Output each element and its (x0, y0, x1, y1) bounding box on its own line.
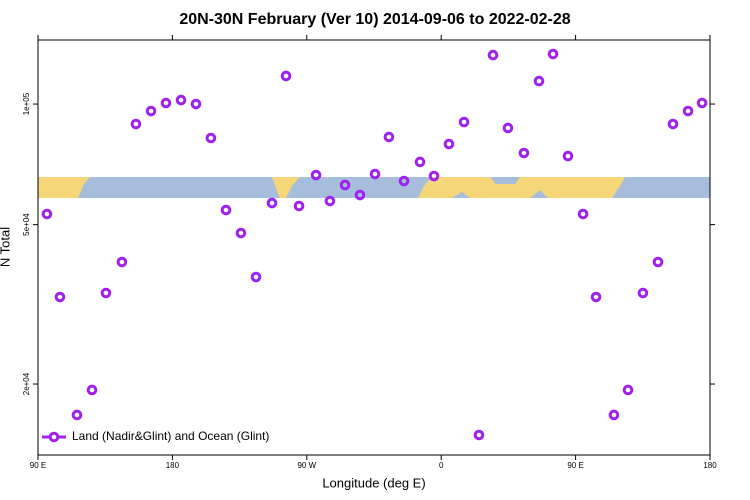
land (418, 177, 625, 198)
point (310, 169, 322, 181)
y-tick-label: 2e+04 (22, 372, 31, 395)
point (518, 147, 530, 159)
point (428, 170, 440, 182)
point (339, 179, 351, 191)
point (622, 384, 634, 396)
x-tick-label: 0 (439, 461, 444, 470)
point (608, 409, 620, 421)
point (54, 291, 66, 303)
point (682, 105, 694, 117)
point (205, 132, 217, 144)
point (175, 94, 187, 106)
x-tick-label: 180 (166, 461, 180, 470)
point (562, 150, 574, 162)
point (293, 200, 305, 212)
legend-marker (48, 431, 60, 443)
legend-label: Land (Nadir&Glint) and Ocean (Glint) (72, 429, 269, 443)
point (652, 256, 664, 268)
point (667, 118, 679, 130)
point (533, 75, 545, 87)
y-tick-label: 5e+04 (22, 213, 31, 236)
point (145, 105, 157, 117)
point (190, 98, 202, 110)
x-tick-label: 180 (703, 461, 717, 470)
point (383, 131, 395, 143)
point (266, 197, 278, 209)
point (324, 195, 336, 207)
point (696, 97, 708, 109)
point (354, 189, 366, 201)
point (414, 156, 426, 168)
point (637, 287, 649, 299)
point (473, 429, 485, 441)
point (547, 48, 559, 60)
point (443, 138, 455, 150)
point (130, 118, 142, 130)
x-tick-label: 90 E (30, 461, 46, 470)
point (116, 256, 128, 268)
point (160, 97, 172, 109)
point (235, 227, 247, 239)
y-tick-label: 1e+05 (22, 92, 31, 115)
plot-frame (37, 39, 711, 456)
point (590, 291, 602, 303)
point (487, 49, 499, 61)
point (369, 168, 381, 180)
point (220, 204, 232, 216)
point (458, 116, 470, 128)
point (502, 122, 514, 134)
point (398, 175, 410, 187)
point (86, 384, 98, 396)
point (280, 70, 292, 82)
land (272, 177, 300, 198)
point (71, 409, 83, 421)
land (38, 177, 90, 198)
map-strip (38, 177, 710, 198)
point (41, 208, 53, 220)
chart-title: 20N-30N February (Ver 10) 2014-09-06 to … (179, 11, 570, 28)
y-axis-label: N Total (0, 227, 12, 267)
point (100, 287, 112, 299)
point (577, 208, 589, 220)
x-axis-label: Longitude (deg E) (322, 475, 425, 490)
x-tick-label: 90 W (297, 461, 316, 470)
point (250, 271, 262, 283)
x-tick-label: 90 E (567, 461, 583, 470)
